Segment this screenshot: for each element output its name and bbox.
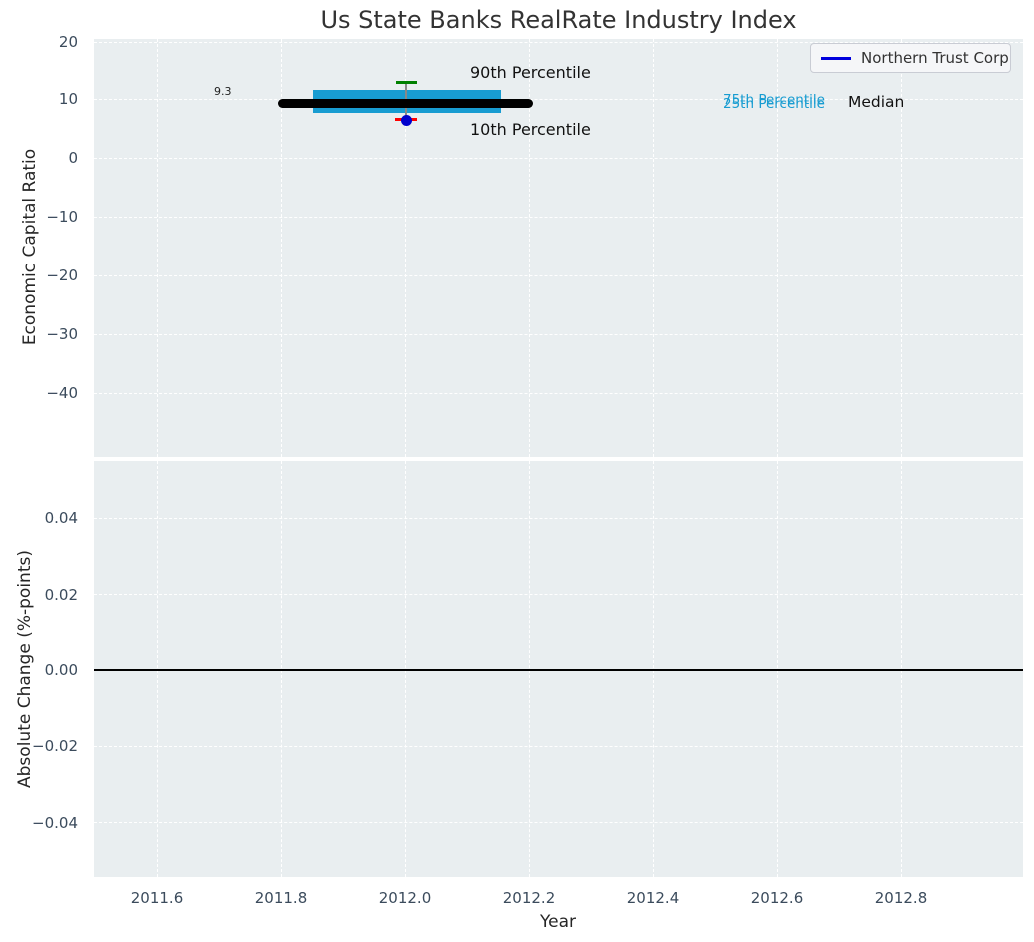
- gridline-h: [94, 42, 1023, 43]
- annotation-median-value: 9.3: [214, 85, 232, 98]
- y-tick-label: 0: [68, 149, 78, 167]
- bottom-y-axis-label: Absolute Change (%-points): [15, 550, 35, 788]
- company-data-point: [401, 115, 412, 126]
- bottom-plot-area: [94, 461, 1023, 877]
- gridline-h: [94, 746, 1023, 747]
- y-tick-label: −10: [46, 208, 78, 226]
- gridline-v: [901, 39, 902, 457]
- gridline-v: [157, 39, 158, 457]
- gridline-h: [94, 275, 1023, 276]
- top-plot-area: 90th Percentile 10th Percentile 9.3 75th…: [94, 39, 1023, 457]
- y-tick-label: −0.04: [32, 814, 78, 832]
- gridline-v: [653, 39, 654, 457]
- y-tick-label: −30: [46, 325, 78, 343]
- y-tick-label: −20: [46, 266, 78, 284]
- gridline-v: [281, 39, 282, 457]
- gridline-h: [94, 217, 1023, 218]
- x-tick-label: 2011.6: [130, 889, 184, 907]
- median-line: [278, 99, 533, 108]
- top-y-axis-label: Economic Capital Ratio: [20, 148, 40, 346]
- legend-line-swatch: [821, 56, 851, 60]
- y-tick-label: −0.02: [32, 737, 78, 755]
- gridline-v: [777, 39, 778, 457]
- annotation-median: Median: [848, 93, 905, 111]
- x-tick-label: 2012.0: [378, 889, 432, 907]
- x-tick-label: 2012.4: [626, 889, 680, 907]
- x-axis-label: Year: [540, 912, 576, 932]
- gridline-h: [94, 393, 1023, 394]
- gridline-h: [94, 158, 1023, 159]
- legend-label: Northern Trust Corp: [861, 49, 1009, 67]
- annotation-75th-percentile: 75th Percentile: [723, 92, 825, 108]
- chart-title: Us State Banks RealRate Industry Index: [320, 6, 797, 34]
- gridline-h: [94, 518, 1023, 519]
- x-tick-label: 2012.2: [502, 889, 556, 907]
- y-tick-label: 0.00: [44, 661, 78, 679]
- gridline-h: [94, 822, 1023, 823]
- annotation-90th-percentile: 90th Percentile: [470, 63, 591, 82]
- gridline-h: [94, 334, 1023, 335]
- x-tick-label: 2012.8: [874, 889, 928, 907]
- annotation-25th-percentile: 25th Percentile: [723, 96, 825, 112]
- gridline-h: [94, 99, 1023, 100]
- annotation-10th-percentile: 10th Percentile: [470, 120, 591, 139]
- y-tick-label: 0.04: [44, 509, 78, 527]
- gridline-v: [529, 39, 530, 457]
- x-tick-label: 2012.6: [750, 889, 804, 907]
- zero-line: [94, 669, 1023, 671]
- y-tick-label: 10: [58, 90, 78, 108]
- gridline-v: [405, 39, 406, 457]
- gridline-h: [94, 594, 1023, 595]
- legend: Northern Trust Corp: [810, 43, 1011, 73]
- x-tick-label: 2011.8: [254, 889, 308, 907]
- y-tick-label: −40: [46, 384, 78, 402]
- y-tick-label: 0.02: [44, 586, 78, 604]
- p90-cap: [396, 81, 417, 84]
- y-tick-label: 20: [58, 33, 78, 51]
